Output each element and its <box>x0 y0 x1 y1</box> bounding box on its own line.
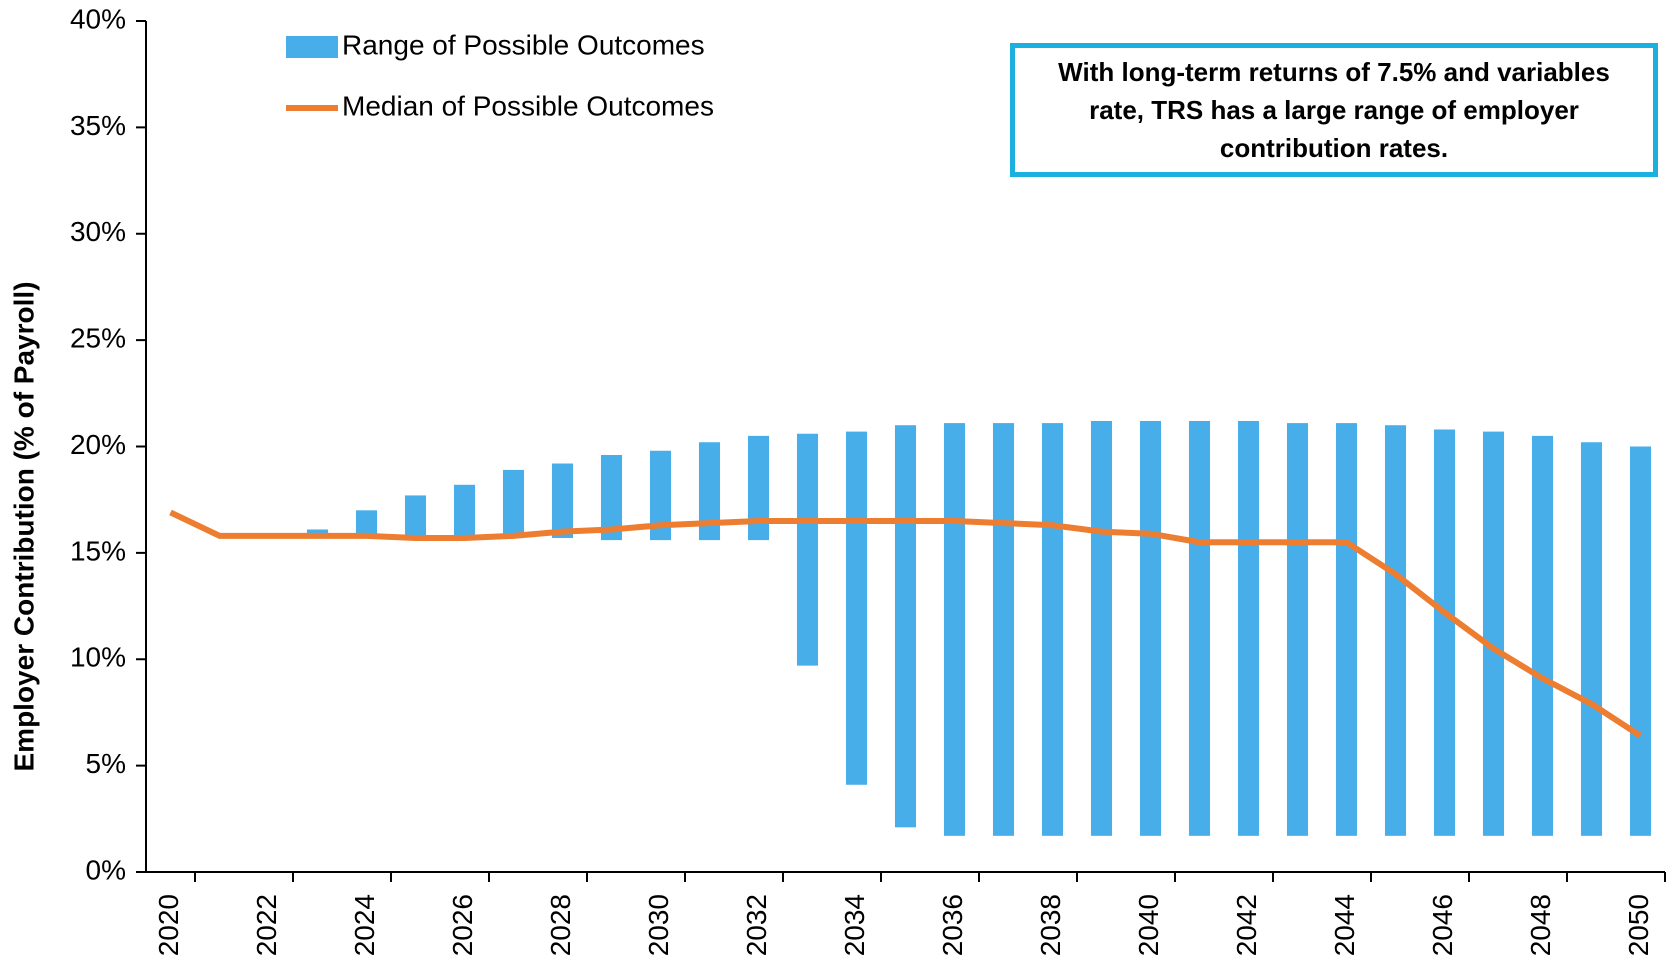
range-bar <box>1188 420 1211 836</box>
x-tick-label: 2044 <box>1329 894 1360 956</box>
range-bar <box>1335 423 1358 836</box>
x-tick-label: 2046 <box>1427 894 1458 956</box>
range-bar <box>404 495 427 538</box>
range-bar <box>1629 446 1652 836</box>
range-bar <box>306 529 329 536</box>
x-tick-label: 2040 <box>1133 894 1164 956</box>
range-bar <box>894 425 917 828</box>
x-tick-label: 2048 <box>1525 894 1556 956</box>
x-tick-label: 2042 <box>1231 894 1262 956</box>
y-axis-title: Employer Contribution (% of Payroll) <box>8 281 39 771</box>
y-tick-label: 30% <box>70 216 126 247</box>
range-bar <box>747 435 770 541</box>
x-tick-label: 2020 <box>153 894 184 956</box>
range-bar <box>502 469 525 536</box>
range-bar <box>943 423 966 836</box>
x-tick-label: 2028 <box>545 894 576 956</box>
y-tick-label: 40% <box>70 3 126 34</box>
median-line <box>169 509 1643 739</box>
range-bar <box>1384 425 1407 836</box>
x-tick-label: 2024 <box>349 894 380 956</box>
annotation: With long-term returns of 7.5% and varia… <box>1010 43 1658 177</box>
y-tick-label: 10% <box>70 642 126 673</box>
y-tick-label: 35% <box>70 110 126 141</box>
range-bar <box>355 510 378 536</box>
range-bar <box>1041 423 1064 836</box>
range-bar <box>992 423 1015 836</box>
range-bar <box>698 442 721 541</box>
range-bar <box>453 484 476 538</box>
range-bar <box>1139 420 1162 836</box>
range-bar <box>1482 431 1505 836</box>
x-tick-label: 2036 <box>937 894 968 956</box>
range-bar <box>1090 420 1113 836</box>
x-tick-label: 2038 <box>1035 894 1066 956</box>
x-tick-label: 2030 <box>643 894 674 956</box>
legend-label: Median of Possible Outcomes <box>342 90 714 121</box>
range-bar <box>600 455 623 541</box>
range-bar <box>796 433 819 666</box>
y-tick-label: 5% <box>86 748 126 779</box>
y-tick-label: 15% <box>70 535 126 566</box>
range-bar <box>1433 429 1456 836</box>
x-tick-label: 2034 <box>839 894 870 956</box>
legend-swatch <box>286 36 338 58</box>
range-bar <box>1531 435 1554 836</box>
range-bar <box>649 450 672 541</box>
x-tick-label: 2026 <box>447 894 478 956</box>
y-tick-label: 20% <box>70 429 126 460</box>
y-tick-label: 0% <box>86 854 126 885</box>
x-tick-label: 2032 <box>741 894 772 956</box>
range-bar <box>551 463 574 538</box>
range-bar <box>1286 423 1309 836</box>
x-tick-label: 2022 <box>251 894 282 956</box>
y-tick-label: 25% <box>70 323 126 354</box>
range-bar <box>1580 442 1603 836</box>
x-tick-label: 2050 <box>1623 894 1654 956</box>
range-bar <box>1237 420 1260 836</box>
legend-label: Range of Possible Outcomes <box>342 29 705 60</box>
range-bar <box>845 431 868 785</box>
